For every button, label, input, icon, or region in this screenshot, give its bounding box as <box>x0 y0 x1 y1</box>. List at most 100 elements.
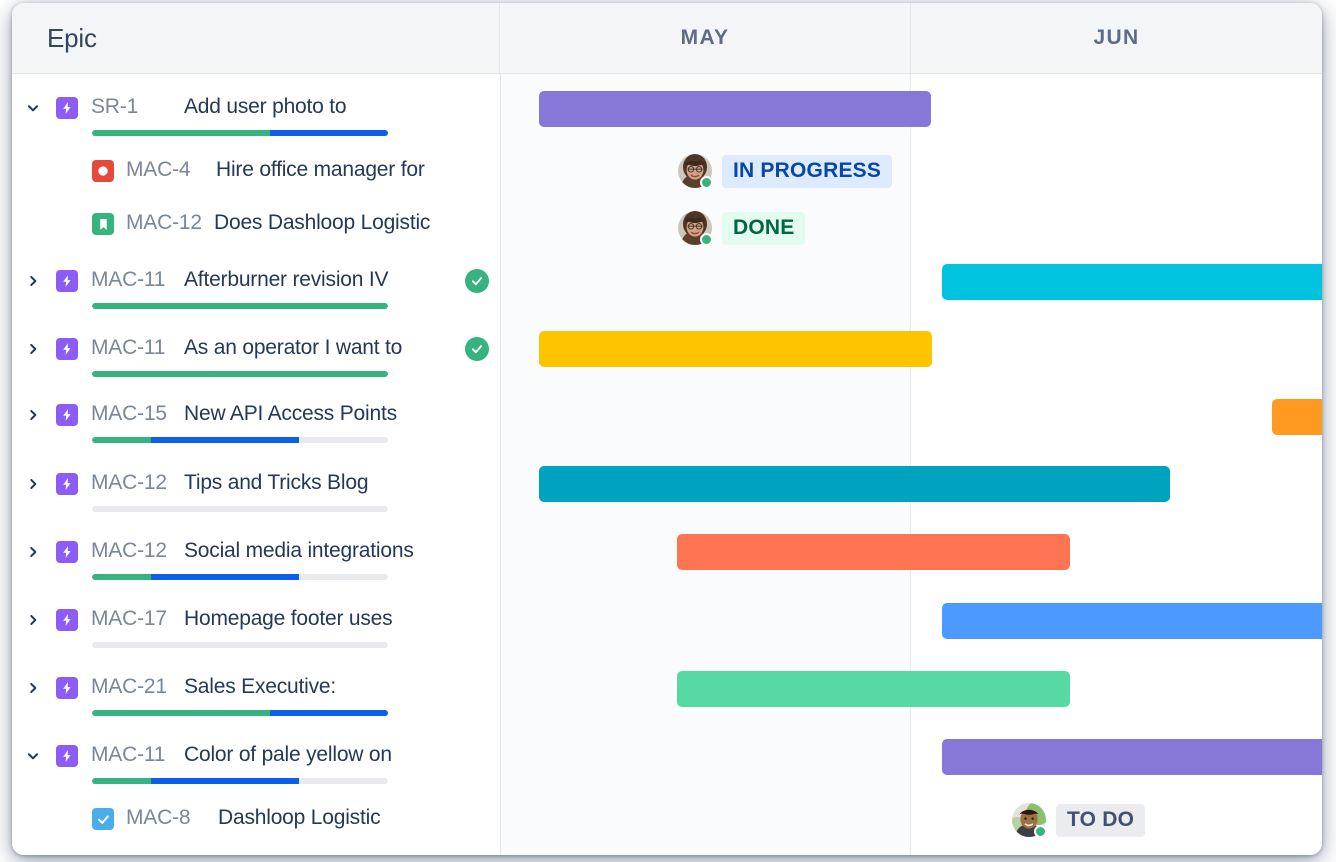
issue-summary[interactable]: Hire office manager for <box>216 158 425 181</box>
issue-key[interactable]: MAC-12 <box>126 211 202 234</box>
issue-key[interactable]: MAC-12 <box>91 471 167 494</box>
issue-summary[interactable]: Afterburner revision IV <box>184 268 389 291</box>
timeline-bar[interactable] <box>1272 399 1322 435</box>
epic-row[interactable]: MAC-4 Hire office manager for <box>12 158 500 220</box>
avatar[interactable] <box>1012 803 1047 838</box>
presence-online-dot <box>1034 825 1047 838</box>
epic-icon[interactable] <box>56 270 78 292</box>
epic-row[interactable]: MAC-12 Social media integrations <box>12 539 500 601</box>
epic-icon[interactable] <box>56 745 78 767</box>
status-badge[interactable]: DONE <box>722 211 806 245</box>
chevron-down-icon[interactable] <box>24 101 42 115</box>
avatar[interactable] <box>678 154 713 189</box>
epic-row[interactable]: MAC-11 As an operator I want to <box>12 336 500 398</box>
chevron-right-icon[interactable] <box>24 613 42 627</box>
issue-key[interactable]: MAC-11 <box>91 336 166 359</box>
issue-summary[interactable]: Homepage footer uses <box>184 607 393 630</box>
timeline-chip-group: IN PROGRESS <box>678 154 893 189</box>
issue-key[interactable]: MAC-12 <box>91 539 167 562</box>
epic-icon[interactable] <box>56 541 78 563</box>
epic-icon[interactable] <box>56 473 78 495</box>
epic-progress-bar <box>92 642 388 648</box>
header-month-jun[interactable]: JUN <box>911 3 1322 73</box>
issue-summary[interactable]: Dashloop Logistic <box>218 806 381 829</box>
status-done-check-icon <box>465 337 489 361</box>
epic-progress-bar <box>92 371 388 377</box>
chevron-right-icon[interactable] <box>24 408 42 422</box>
epic-icon[interactable] <box>56 338 78 360</box>
task-icon[interactable] <box>92 808 114 830</box>
epic-progress-bar <box>92 130 388 136</box>
presence-online-dot <box>700 233 713 246</box>
epic-row[interactable]: MAC-11 Color of pale yellow on <box>12 743 500 805</box>
chevron-right-icon[interactable] <box>24 477 42 491</box>
issue-key[interactable]: MAC-11 <box>91 743 166 766</box>
epic-row[interactable]: SR-1 Add user photo to <box>12 95 500 157</box>
issue-summary[interactable]: New API Access Points <box>184 402 397 425</box>
chevron-right-icon[interactable] <box>24 545 42 559</box>
timeline-bar[interactable] <box>677 671 1070 707</box>
epic-row[interactable]: MAC-12 Tips and Tricks Blog <box>12 471 500 533</box>
timeline-bar[interactable] <box>942 739 1322 775</box>
timeline-column-jun <box>911 74 1322 855</box>
issue-key[interactable]: MAC-4 <box>126 158 191 181</box>
timeline-header: Epic MAY JUN <box>12 3 1322 74</box>
epic-list-pane[interactable]: SR-1 Add user photo to MAC-4 Hire office ma… <box>12 74 501 855</box>
epic-row[interactable]: MAC-15 New API Access Points <box>12 402 500 464</box>
chevron-right-icon[interactable] <box>24 681 42 695</box>
epic-icon[interactable] <box>56 677 78 699</box>
presence-online-dot <box>700 176 713 189</box>
timeline-bar[interactable] <box>539 331 932 367</box>
timeline-column-may <box>501 74 911 855</box>
epic-progress-bar <box>92 778 388 784</box>
issue-summary[interactable]: Add user photo to <box>184 95 347 118</box>
epic-row[interactable]: MAC-12 Does Dashloop Logistic <box>12 211 500 273</box>
bug-icon[interactable] <box>92 160 114 182</box>
timeline-bar[interactable] <box>677 534 1070 570</box>
issue-key[interactable]: MAC-15 <box>91 402 167 425</box>
chevron-right-icon[interactable] <box>24 342 42 356</box>
issue-key[interactable]: MAC-21 <box>91 675 167 698</box>
status-done-check-icon <box>465 269 489 293</box>
status-badge[interactable]: IN PROGRESS <box>722 154 893 188</box>
epic-row[interactable]: MAC-8 Dashloop Logistic <box>12 806 500 855</box>
issue-key[interactable]: SR-1 <box>91 95 139 118</box>
header-epic-column: Epic <box>12 3 500 73</box>
epic-progress-bar <box>92 710 388 716</box>
issue-key[interactable]: MAC-17 <box>91 607 167 630</box>
epic-progress-bar <box>92 574 388 580</box>
status-badge[interactable]: TO DO <box>1056 803 1146 837</box>
avatar[interactable] <box>678 211 713 246</box>
timeline-bar[interactable] <box>539 466 1170 502</box>
month-label-may: MAY <box>680 26 730 49</box>
issue-summary[interactable]: As an operator I want to <box>184 336 403 359</box>
timeline-chip-group: TO DO <box>1012 803 1146 838</box>
issue-summary[interactable]: Sales Executive: <box>184 675 337 698</box>
epic-icon[interactable] <box>56 404 78 426</box>
issue-summary[interactable]: Tips and Tricks Blog <box>184 471 369 494</box>
header-month-may[interactable]: MAY <box>500 3 911 73</box>
epic-row[interactable]: MAC-17 Homepage footer uses <box>12 607 500 669</box>
timeline-bar[interactable] <box>942 603 1322 639</box>
epic-icon[interactable] <box>56 609 78 631</box>
timeline-bar[interactable] <box>942 264 1322 300</box>
issue-key[interactable]: MAC-8 <box>126 806 191 829</box>
chevron-right-icon[interactable] <box>24 274 42 288</box>
epic-row[interactable]: MAC-21 Sales Executive: <box>12 675 500 737</box>
epic-progress-bar <box>92 506 388 512</box>
avatar-photo <box>678 154 712 192</box>
timeline-pane[interactable]: IN PROGRESS DONE TO DO <box>501 74 1322 855</box>
chevron-down-icon[interactable] <box>24 749 42 763</box>
issue-summary[interactable]: Does Dashloop Logistic <box>214 211 431 234</box>
issue-summary[interactable]: Social media integrations <box>184 539 414 562</box>
timeline-bar[interactable] <box>539 91 931 127</box>
epic-progress-bar <box>92 437 388 443</box>
epic-progress-bar <box>92 303 388 309</box>
issue-summary[interactable]: Color of pale yellow on <box>184 743 392 766</box>
epic-row[interactable]: MAC-11 Afterburner revision IV <box>12 268 500 330</box>
epic-icon[interactable] <box>56 97 78 119</box>
epic-column-title: Epic <box>47 22 97 53</box>
story-icon[interactable] <box>92 213 114 235</box>
issue-key[interactable]: MAC-11 <box>91 268 166 291</box>
